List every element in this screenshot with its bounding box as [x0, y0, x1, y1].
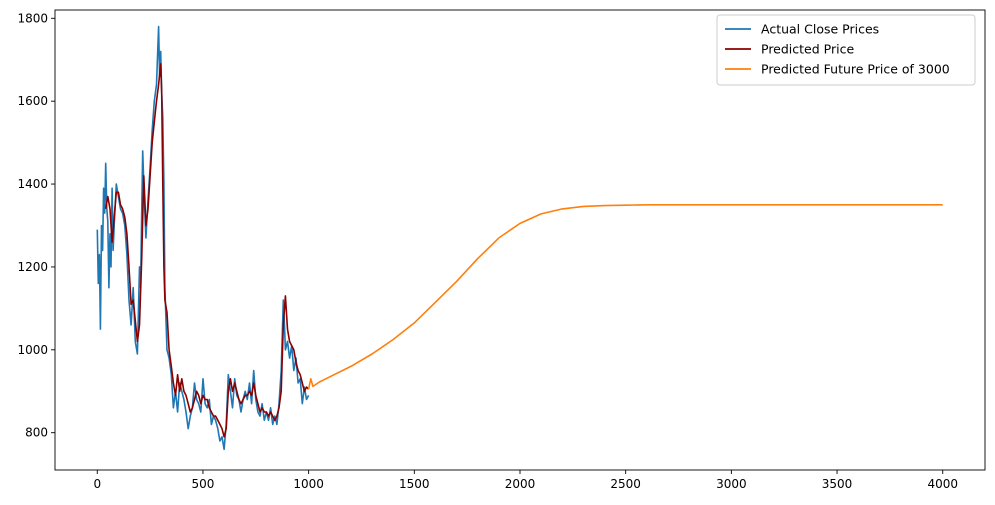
y-tick-label: 1400: [17, 177, 48, 191]
x-axis: 0 500 1000 1500 2000 2500 3000 3500 4000: [93, 470, 958, 491]
y-tick-label: 1600: [17, 94, 48, 108]
x-tick-label: 2500: [610, 477, 641, 491]
legend-label: Actual Close Prices: [761, 22, 879, 37]
legend-label: Predicted Price: [761, 42, 854, 57]
y-tick-label: 1800: [17, 11, 48, 25]
x-tick-label: 0: [93, 477, 101, 491]
x-tick-label: 1500: [399, 477, 430, 491]
y-axis: 800 1000 1200 1400 1600 1800: [17, 11, 55, 440]
y-tick-label: 1000: [17, 343, 48, 357]
legend-label: Predicted Future Price of 3000: [761, 62, 950, 77]
y-tick-label: 800: [25, 426, 48, 440]
series-line-0: [96, 25, 310, 451]
y-tick-label: 1200: [17, 260, 48, 274]
series-line-1: [104, 63, 310, 438]
x-tick-label: 2000: [505, 477, 536, 491]
legend: Actual Close Prices Predicted Price Predic…: [716, 14, 976, 86]
x-tick-label: 4000: [927, 477, 958, 491]
series-line-2: [307, 204, 943, 390]
legend-box: [716, 14, 976, 86]
x-tick-label: 1000: [293, 477, 324, 491]
x-tick-label: 500: [192, 477, 215, 491]
series-lines: [96, 25, 943, 451]
x-tick-label: 3000: [716, 477, 747, 491]
x-tick-label: 3500: [822, 477, 853, 491]
